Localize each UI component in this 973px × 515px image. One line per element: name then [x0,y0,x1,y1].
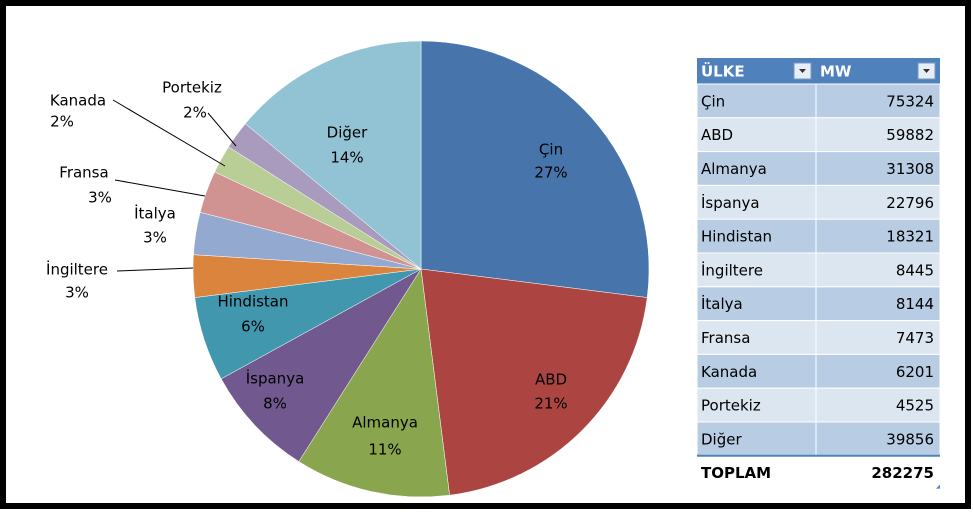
row-bg [815,252,941,288]
slice-label: İspanya [246,369,305,388]
slice-label: ABD [535,371,567,389]
filter-arrow [799,69,806,73]
row-bg [696,151,817,186]
slice-value-label: 3% [65,284,89,302]
row-bg [815,387,941,423]
row-bg [815,353,941,389]
filter-arrow [923,69,930,73]
leader-line [116,267,194,272]
table-cell: Kanada [701,363,757,381]
slice-value-label: 3% [143,229,167,247]
pie-slice [420,40,650,298]
total-cell: TOPLAM [701,464,771,482]
row-bg [696,320,817,355]
table-cell: İspanya [701,193,760,212]
row-bg [815,151,941,186]
row-bg [696,286,817,322]
table-cell: 31308 [886,160,934,178]
table-cell: 75324 [886,92,934,110]
column-header: MW [820,63,852,81]
table-cell: Almanya [701,160,767,178]
row-bg [815,184,941,220]
table-cell: 7473 [896,329,934,347]
slice-value-label: 3% [88,189,112,207]
table-cell: Çin [701,92,725,110]
table-cell: Hindistan [701,228,772,246]
row-bg [696,353,817,389]
table: ÜLKE MW Çin 75324 ABD 59882 Almanya 31308 İspany… [696,58,941,489]
row-bg [815,421,941,457]
slice-label: Fransa [59,164,108,182]
slice-label: Çin [539,141,563,159]
leader-line [114,179,206,197]
slice-value-label: 8% [263,395,287,413]
table-cell: 8144 [896,295,934,313]
table-cell: 22796 [886,194,934,212]
table-cell: 6201 [896,363,934,381]
slice-value-label: 11% [368,441,401,459]
slice-value-label: 27% [534,164,567,182]
pie-slice [220,268,422,462]
table-cell: 59882 [886,126,934,144]
table-cell: İngiltere [701,260,763,279]
row-bg [696,117,817,153]
leader-line [112,99,226,167]
slice-value-label: 21% [534,395,567,413]
slice-label: Kanada [50,92,106,110]
slice-label: Diğer [327,124,368,142]
total-cell: 282275 [871,464,934,482]
table-cell: 8445 [896,261,934,279]
table-cell: Fransa [701,329,750,347]
slice-label: Portekiz [162,79,222,97]
slice-label: İngiltere [46,260,108,279]
slice-value-label: 2% [50,113,74,131]
slice-label: Hindistan [217,293,288,311]
pie-slice [420,268,648,496]
resize-handle [936,484,940,489]
slice-label: Almanya [352,414,418,432]
slice-value-label: 14% [330,149,363,167]
table-cell: Portekiz [701,397,761,415]
row-bg [815,320,941,355]
leader-line [207,112,237,147]
table-cell: 39856 [886,430,934,448]
slice-value-label: 6% [241,318,265,336]
header-bg [697,58,940,84]
table-cell: ABD [701,126,733,144]
slice-label: İtalya [134,204,176,223]
row-bg [696,218,817,254]
pie-chart: Çin 27% ABD 21% Almanya 11% İspanya 8% Hindistan… [46,40,650,498]
slice-value-label: 2% [183,104,207,122]
pie-slice [298,268,450,498]
table-cell: 4525 [896,397,934,415]
table-cell: 18321 [886,228,934,246]
table-cell: İtalya [701,294,743,313]
column-header: ÜLKE [701,62,745,81]
row-bg [815,83,941,119]
table-cell: Diğer [701,430,742,448]
pie-slice [244,40,422,270]
row-bg [815,117,941,153]
